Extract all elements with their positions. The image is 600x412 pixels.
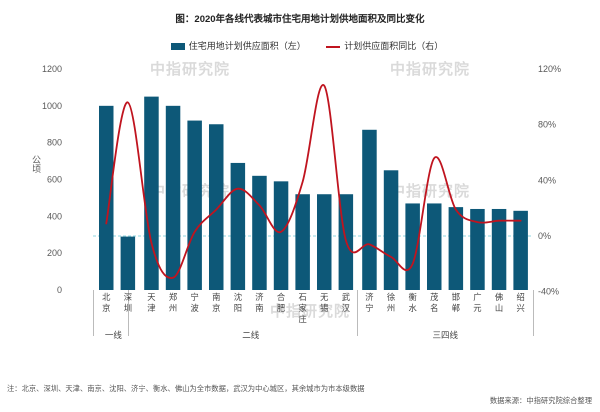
svg-text:1200: 1200 (42, 64, 62, 74)
svg-text:0: 0 (57, 285, 62, 295)
svg-text:120%: 120% (538, 64, 561, 74)
svg-text:0%: 0% (538, 231, 551, 241)
svg-text:200: 200 (47, 248, 62, 258)
svg-text:800: 800 (47, 138, 62, 148)
svg-text:1000: 1000 (42, 101, 62, 111)
svg-text:40%: 40% (538, 175, 556, 185)
svg-text:600: 600 (47, 175, 62, 185)
svg-text:80%: 80% (538, 120, 556, 130)
svg-text:400: 400 (47, 211, 62, 221)
svg-text:-40%: -40% (538, 287, 559, 297)
